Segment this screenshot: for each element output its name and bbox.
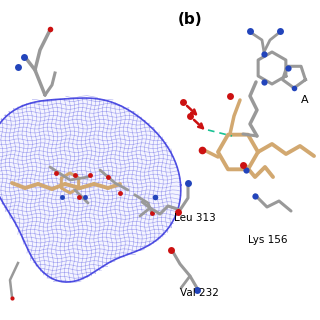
Text: (b): (b) (178, 12, 202, 27)
Text: Leu 313: Leu 313 (174, 213, 216, 223)
Text: A: A (301, 95, 308, 105)
Polygon shape (0, 98, 181, 282)
Text: Val 232: Val 232 (180, 288, 219, 298)
Text: Lys 156: Lys 156 (248, 235, 287, 245)
